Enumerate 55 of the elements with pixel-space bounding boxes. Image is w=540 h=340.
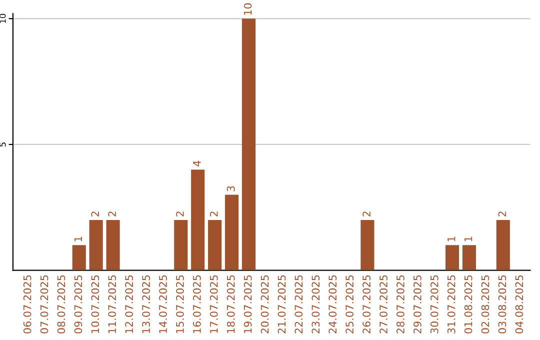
bar bbox=[224, 194, 239, 270]
data-label: 2 bbox=[176, 212, 184, 216]
x-tick-label: 28.07.2025 bbox=[396, 275, 404, 334]
x-tick-label: 14.07.2025 bbox=[159, 275, 167, 333]
x-tick-label: 19.07.2025 bbox=[244, 275, 252, 333]
x-tick-label: 12.07.2025 bbox=[125, 275, 134, 333]
bar bbox=[360, 220, 374, 270]
x-tick-label: 03.08.2025 bbox=[498, 275, 506, 334]
x-tick-label: 09.07.2025 bbox=[74, 275, 82, 334]
data-label: 2 bbox=[108, 212, 116, 216]
y-tick-label: 5 bbox=[0, 142, 6, 146]
x-tick-label: 20.07.2025 bbox=[260, 275, 269, 334]
x-tick-label: 26.07.2025 bbox=[362, 275, 370, 334]
x-tick-label: 08.07.2025 bbox=[57, 275, 66, 334]
x-tick-label: 31.07.2025 bbox=[447, 275, 456, 334]
data-label: 2 bbox=[498, 212, 506, 216]
x-tick-label: 24.07.2025 bbox=[328, 275, 337, 334]
data-label: 3 bbox=[226, 186, 235, 192]
x-tick-label: 30.07.2025 bbox=[430, 275, 438, 334]
x-tick-label: 23.07.2025 bbox=[312, 275, 320, 334]
x-tick-label: 06.07.2025 bbox=[23, 275, 32, 334]
x-tick-label: 16.07.2025 bbox=[192, 275, 201, 333]
data-label: 1 bbox=[74, 236, 82, 242]
x-tick-label: 11.07.2025 bbox=[108, 275, 116, 333]
bar bbox=[445, 245, 460, 270]
x-tick-label: 29.07.2025 bbox=[413, 275, 422, 334]
bar bbox=[208, 220, 222, 270]
data-label: 2 bbox=[210, 212, 218, 216]
bar bbox=[72, 245, 86, 270]
bar bbox=[242, 18, 256, 270]
x-tick-label: 17.07.2025 bbox=[210, 275, 218, 333]
x-tick-label: 18.07.2025 bbox=[226, 275, 235, 333]
data-label: 1 bbox=[464, 236, 472, 242]
data-label: 10 bbox=[244, 3, 252, 15]
x-tick-label: 13.07.2025 bbox=[142, 275, 150, 333]
x-tick-label: 02.08.2025 bbox=[481, 275, 490, 334]
bar bbox=[191, 170, 205, 270]
x-tick-label: 10.07.2025 bbox=[91, 275, 100, 333]
bar bbox=[106, 220, 120, 270]
bar bbox=[462, 245, 476, 270]
data-label: 1 bbox=[448, 236, 456, 242]
bar bbox=[89, 220, 103, 270]
data-label: 2 bbox=[362, 212, 370, 216]
x-tick-label: 22.07.2025 bbox=[294, 275, 303, 334]
x-tick-label: 25.07.2025 bbox=[346, 275, 354, 334]
data-label: 2 bbox=[91, 212, 99, 216]
x-tick-label: 04.08.2025 bbox=[515, 275, 524, 334]
x-tick-label: 01.08.2025 bbox=[464, 275, 472, 334]
bar bbox=[174, 220, 188, 270]
x-tick-label: 07.07.2025 bbox=[40, 275, 48, 334]
x-tick-label: 27.07.2025 bbox=[380, 275, 388, 334]
bar bbox=[496, 220, 510, 270]
data-label: 4 bbox=[193, 160, 201, 166]
x-tick-label: 21.07.2025 bbox=[278, 275, 286, 334]
x-tick-label: 15.07.2025 bbox=[176, 275, 184, 333]
